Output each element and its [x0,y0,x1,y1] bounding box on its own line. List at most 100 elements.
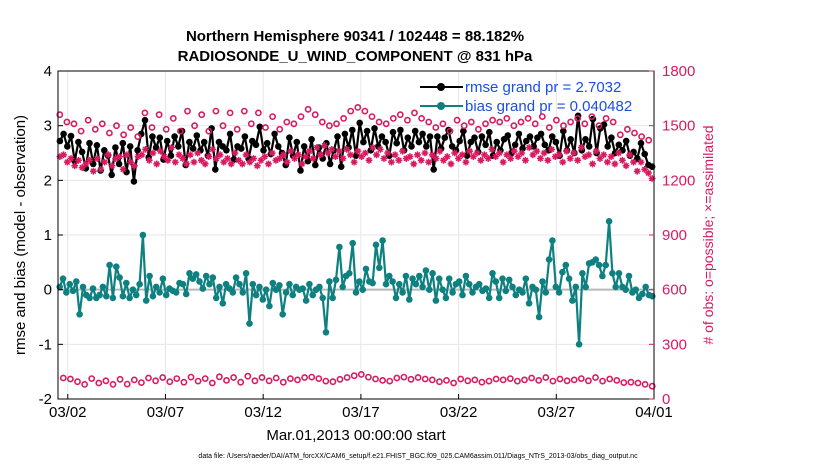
bias-point [59,275,67,283]
bias-point [349,239,357,247]
bias-point [113,263,120,271]
rmse-point [515,130,523,138]
possible-point [421,375,429,383]
assimilated-point [529,151,537,159]
assimilated-point [507,155,514,162]
rmse-point [504,132,512,139]
rmse-point [471,134,478,141]
assimilated-point [488,145,496,153]
assimilated-point [466,147,474,155]
possible-point [329,378,337,386]
possible-point [134,133,142,140]
rmse-point [541,141,549,149]
rmse-point [64,143,71,150]
rmse-point [208,125,215,132]
possible-point [95,379,103,387]
rmse-point [226,130,234,138]
assimilated-point [637,158,645,166]
assimilated-point [615,149,623,157]
assimilated-point [641,166,649,173]
y-tick-label-right: 1500 [662,118,695,135]
bias-point [309,291,317,299]
bias-point [439,286,446,294]
possible-point [471,376,479,384]
bias-point [535,313,543,321]
rmse-point [349,126,356,134]
possible-point [560,122,567,130]
bias-point [539,278,546,285]
assimilated-point [168,144,176,151]
rmse-point [585,143,593,150]
bias-point [239,289,247,296]
possible-point [88,375,96,382]
assimilated-point [56,153,64,161]
assimilated-point [428,151,436,159]
assimilated-point [570,149,578,157]
assimilated-point [205,153,213,161]
bias-point [196,278,203,285]
rmse-point [163,137,171,145]
possible-point [372,375,379,383]
bias-point [146,272,153,280]
possible-point [606,375,614,383]
assimilated-point [369,144,377,151]
rmse-point [582,136,589,143]
bias-point [519,289,526,296]
assimilated-point [153,160,161,168]
assimilated-point [645,169,652,177]
bias-point [475,280,483,288]
possible-point [400,373,408,381]
bias-point [249,280,257,288]
possible-point [496,118,504,126]
legend-bias-label: bias grand pr = 0.040482 [465,98,632,115]
bias-point [216,283,223,291]
bias-point [129,286,137,294]
rmse-point [308,136,315,143]
chart-title-line2: RADIOSONDE_U_WIND_COMPONENT @ 831 hPa [178,48,533,65]
assimilated-point [160,153,168,161]
bias-point [142,297,150,304]
bias-point [512,291,520,299]
bias-point [229,289,237,296]
possible-point [514,377,521,385]
possible-point [474,125,482,133]
assimilated-point [119,166,127,173]
bias-point [262,286,270,294]
rmse-point [337,163,345,170]
bias-point [575,341,583,348]
rmse-point [567,136,574,143]
bias-point [445,275,453,283]
rmse-point [156,134,164,141]
assimilated-point [559,158,567,166]
assimilated-point [522,156,529,164]
x-tick-label: 03/22 [440,404,478,421]
possible-point [176,127,184,135]
y-tick-label-right: 1800 [662,63,695,80]
bias-point [609,270,616,277]
possible-point [482,120,489,128]
bias-point [162,291,170,299]
possible-point [120,131,127,139]
rmse-point [119,139,127,147]
series-possible [56,104,656,390]
assimilated-point [585,151,593,159]
rmse-point [241,133,249,140]
rmse-point [230,156,238,163]
rmse-point [426,133,434,140]
bias-point [289,291,297,299]
rmse-point [378,133,386,140]
assimilated-point [533,147,541,155]
assimilated-point [123,151,131,159]
possible-point [634,379,642,387]
assimilated-point [391,151,399,159]
x-tick-label: 03/12 [244,404,282,421]
possible-point [81,380,88,388]
rmse-point [189,145,197,152]
possible-point [215,373,223,381]
bias-point [402,272,410,280]
bias-point [639,290,646,298]
assimilated-point [358,153,365,161]
possible-point [116,375,124,383]
assimilated-point [574,156,582,164]
x-axis-label: Mar.01,2013 00:00:00 start [266,427,446,444]
